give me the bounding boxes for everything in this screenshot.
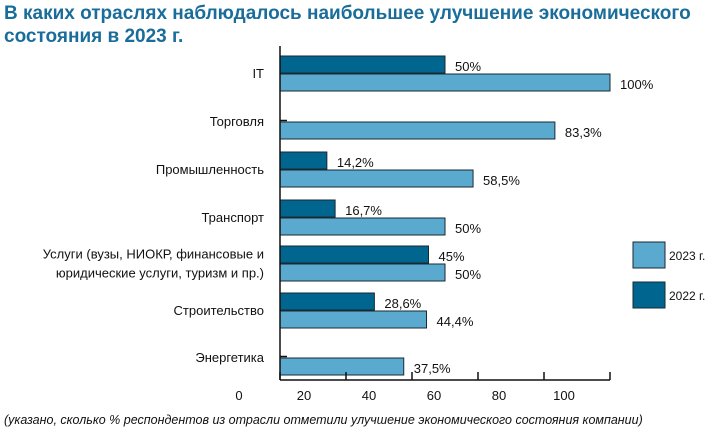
x-tick-label: 0	[235, 388, 242, 403]
category-label: Строительство	[174, 303, 264, 318]
legend-swatch-2023	[632, 241, 666, 269]
data-label: 45%	[439, 249, 465, 264]
data-label: 58,5%	[483, 173, 520, 188]
bar-2022	[279, 199, 336, 218]
data-label: 83,3%	[565, 125, 602, 140]
x-tick-label: 100	[553, 388, 575, 403]
bar-2023	[279, 121, 556, 140]
data-label: 14,2%	[337, 155, 374, 170]
category-label: Услуги (вузы, НИОКР, финансовые и	[43, 247, 264, 262]
bar-2022	[279, 151, 328, 170]
data-label: 50%	[455, 221, 481, 236]
legend-swatch-2022	[632, 281, 666, 309]
x-tick-label: 20	[297, 388, 311, 403]
x-tick-label: 60	[427, 388, 441, 403]
data-label: 44,4%	[437, 314, 474, 329]
bar-2022	[279, 292, 375, 311]
legend-label: 2022 г.	[669, 289, 705, 303]
data-label: 28,6%	[384, 296, 421, 311]
category-label: Энергетика	[195, 350, 264, 365]
data-label: 16,7%	[345, 203, 382, 218]
bar-2023	[279, 263, 446, 282]
x-tick-label: 80	[492, 388, 506, 403]
legend-label: 2023 г.	[669, 249, 705, 263]
category-label: IT	[252, 66, 264, 81]
data-label: 37,5%	[414, 361, 451, 376]
bar-2023	[279, 73, 611, 92]
x-tick-label: 40	[362, 388, 376, 403]
category-label: Транспорт	[201, 210, 264, 225]
chart-title: В каких отраслях наблюдалось наибольшее …	[4, 3, 691, 47]
data-label: 50%	[455, 59, 481, 74]
bar-2022	[279, 245, 429, 264]
bar-2023	[279, 169, 474, 188]
bar-2023	[279, 310, 428, 329]
bar-2023	[279, 357, 405, 376]
category-label: Промышленность	[156, 162, 264, 177]
category-label: юридические услуги, туризм и пр.)	[56, 266, 264, 281]
chart-note: (указано, сколько % респондентов из отра…	[4, 413, 643, 427]
data-label: 100%	[620, 77, 654, 92]
bar-2022	[279, 55, 446, 74]
bar-2023	[279, 217, 446, 236]
data-label: 50%	[455, 267, 481, 282]
category-label: Торговля	[210, 114, 264, 129]
